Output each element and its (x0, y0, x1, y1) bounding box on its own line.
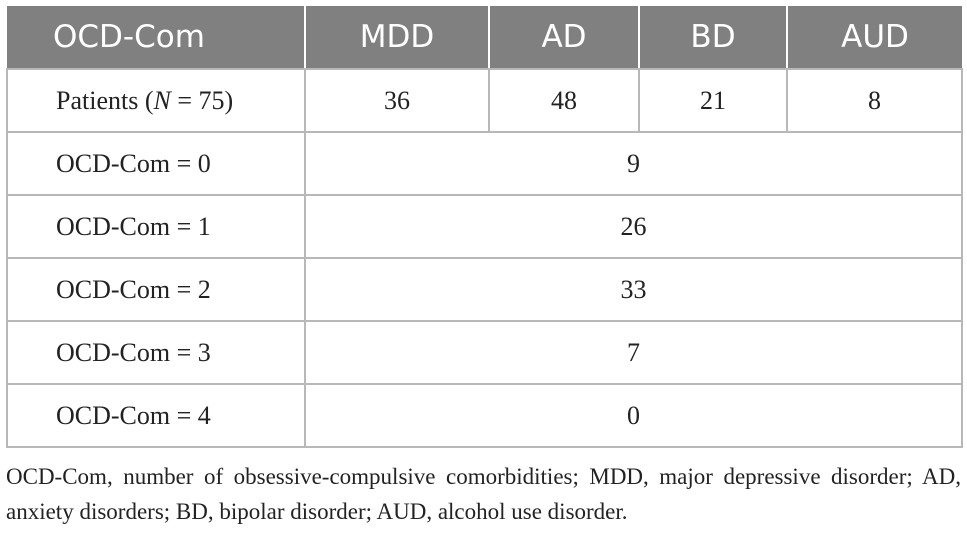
header-bd: BD (638, 6, 787, 70)
patients-mdd-cell: 36 (304, 68, 490, 133)
table-row: OCD-Com = 4 0 (6, 383, 963, 448)
patients-bd-cell: 21 (638, 68, 788, 133)
row-value: 9 (304, 131, 963, 196)
comorbidity-table: OCD-Com MDD AD BD AUD Patients (N = 75) … (6, 6, 963, 448)
row-value: 33 (304, 257, 963, 322)
patients-ad-cell: 48 (488, 68, 640, 133)
patients-label-prefix: Patients ( (56, 85, 154, 115)
header-aud: AUD (786, 6, 962, 70)
table-row: OCD-Com = 0 9 (6, 131, 963, 196)
table-row: OCD-Com = 1 26 (6, 194, 963, 259)
patients-row-label: Patients (N = 75) (6, 68, 306, 133)
header-ocd-com: OCD-Com (7, 6, 305, 70)
row-label: OCD-Com = 3 (6, 320, 306, 385)
row-label: OCD-Com = 1 (6, 194, 306, 259)
table-row: OCD-Com = 2 33 (6, 257, 963, 322)
patients-aud-cell: 8 (786, 68, 963, 133)
patients-row: Patients (N = 75) 36 48 21 8 (6, 68, 963, 133)
header-mdd: MDD (304, 6, 489, 70)
row-label: OCD-Com = 4 (6, 383, 306, 448)
row-value: 0 (304, 383, 963, 448)
patients-label-n: N (153, 85, 171, 115)
header-ad: AD (488, 6, 639, 70)
table-footnote: OCD-Com, number of obsessive-compulsive … (6, 464, 961, 524)
table-header-row: OCD-Com MDD AD BD AUD (7, 6, 962, 70)
row-label: OCD-Com = 0 (6, 131, 306, 196)
table-row: OCD-Com = 3 7 (6, 320, 963, 385)
row-value: 7 (304, 320, 963, 385)
row-value: 26 (304, 194, 963, 259)
row-label: OCD-Com = 2 (6, 257, 306, 322)
patients-label-suffix: = 75) (170, 85, 234, 115)
